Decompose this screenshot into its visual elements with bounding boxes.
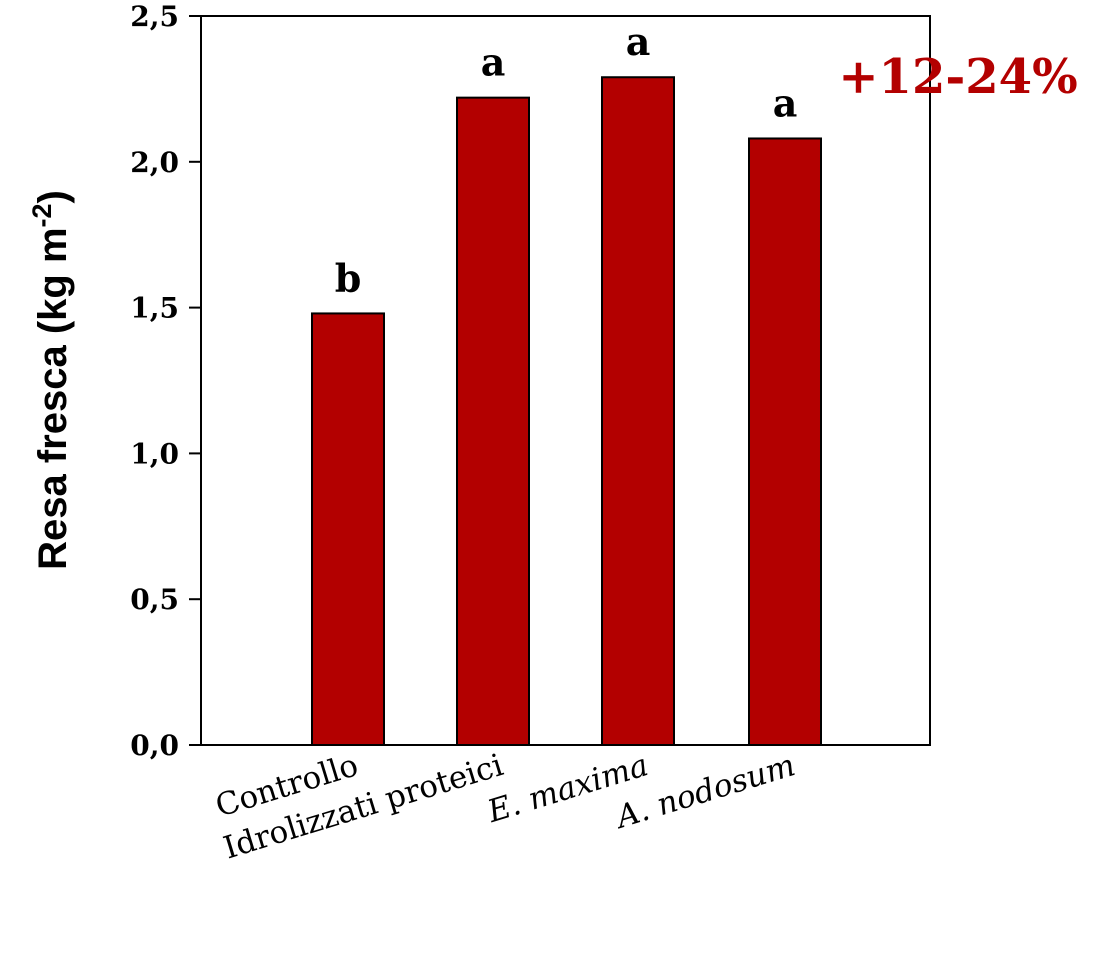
y-axis-label-superscript: -2 [27, 203, 57, 227]
y-tick-label: 0,0 [130, 729, 179, 762]
y-tick-label: 1,5 [130, 292, 179, 325]
y-tick-label: 0,5 [130, 583, 179, 616]
bar [601, 76, 675, 746]
y-tick-label: 1,0 [130, 437, 179, 470]
significance-labels: b a a a [335, 19, 798, 300]
y-tick-label: 2,5 [130, 0, 179, 33]
bars-group [311, 76, 822, 747]
plot-frame [200, 15, 931, 746]
significance-letter: a [626, 19, 651, 64]
significance-letter: a [481, 40, 506, 85]
increase-annotation: +12-24% [838, 49, 1077, 105]
y-axis-ticks: 0,0 0,5 1,0 1,5 2,0 2,5 [130, 0, 201, 762]
bar [748, 137, 822, 747]
y-axis-label-main: Resa fresca (kg m [31, 227, 75, 569]
bar [456, 96, 530, 746]
bar [311, 312, 385, 746]
significance-letter: b [335, 255, 362, 300]
y-axis-label-close: ) [31, 190, 75, 203]
y-tick-label: 2,0 [130, 146, 179, 179]
y-axis-label: Resa fresca (kg m-2) [27, 190, 75, 570]
significance-letter: a [773, 80, 798, 125]
